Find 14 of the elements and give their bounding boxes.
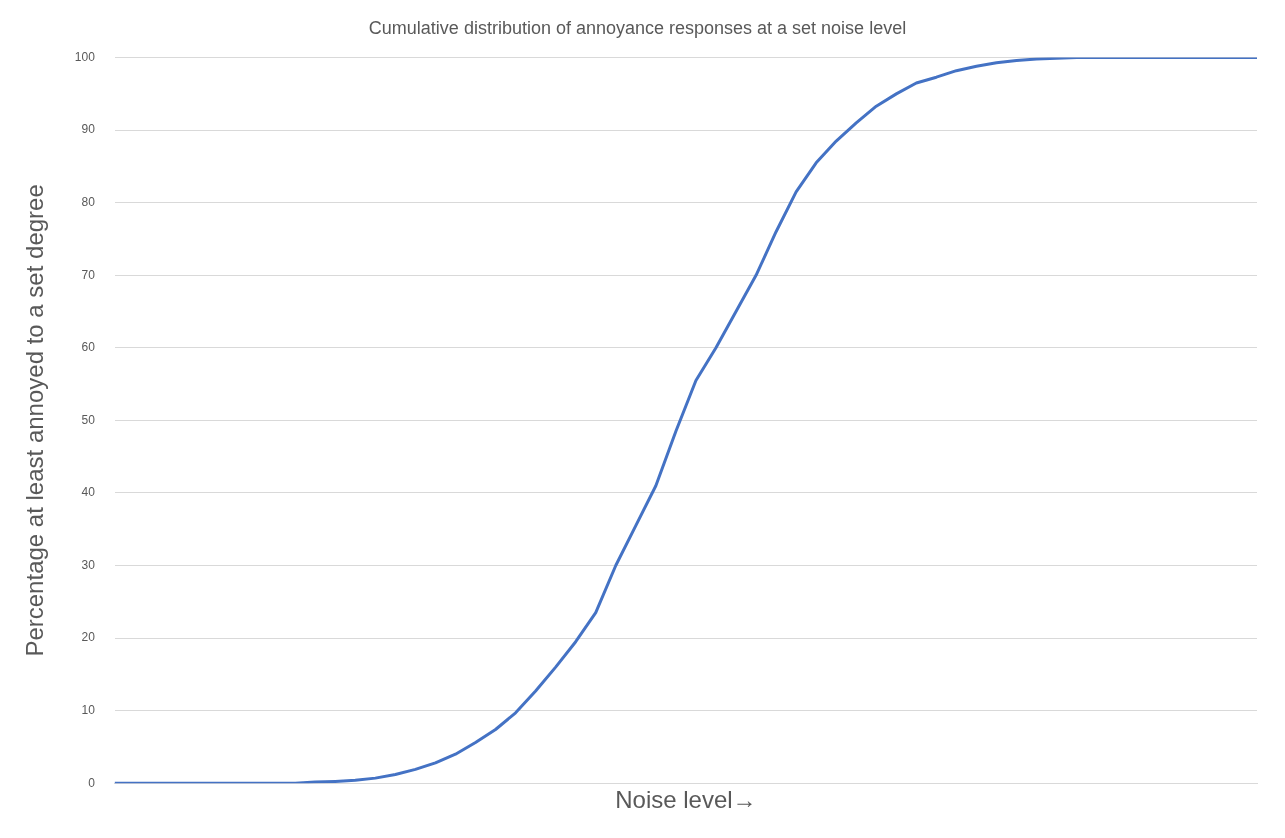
y-tick-label: 0 — [88, 775, 96, 790]
y-tick-label: 90 — [81, 122, 96, 137]
y-tick-label: 50 — [81, 412, 96, 427]
y-tick-label: 10 — [81, 702, 96, 717]
y-tick-label: 60 — [81, 340, 96, 355]
y-axis-title: Percentage at least annoyed to a set degree — [21, 184, 49, 657]
y-tick-label: 70 — [81, 267, 96, 282]
y-tick-label: 100 — [74, 49, 96, 64]
y-tick-label: 40 — [81, 485, 96, 500]
x-axis-title: Noise level→ — [615, 786, 757, 814]
y-tick-label: 20 — [81, 630, 96, 645]
y-tick-label: 80 — [81, 195, 96, 210]
y-tick-label: 30 — [81, 557, 96, 572]
chart-title: Cumulative distribution of annoyance responses at a set noise level — [368, 17, 907, 38]
